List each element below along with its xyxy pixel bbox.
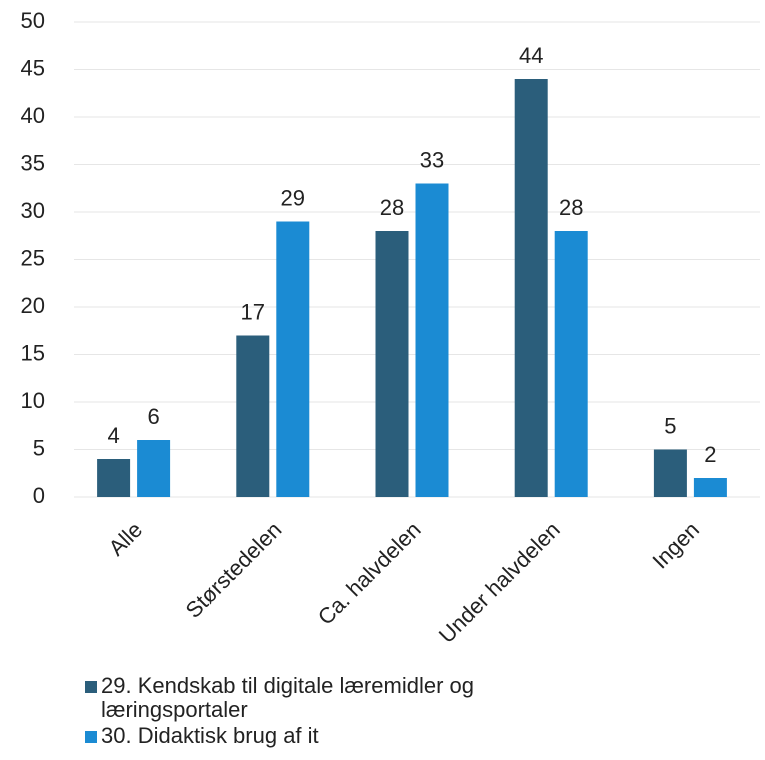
data-label: 2 (704, 442, 716, 467)
y-tick-label: 40 (21, 103, 45, 128)
x-tick-label: Under halvdelen (434, 517, 565, 648)
y-tick-label: 15 (21, 340, 45, 365)
data-label: 28 (380, 195, 404, 220)
bar (375, 231, 409, 497)
bar (653, 449, 687, 497)
legend-entry: 30. Didaktisk brug af it (85, 724, 585, 748)
x-tick-label: Ca. halvdelen (313, 517, 426, 630)
y-tick-label: 10 (21, 388, 45, 413)
x-tick-label: Ingen (647, 517, 704, 574)
data-label: 28 (559, 195, 583, 220)
legend-label: 30. Didaktisk brug af it (101, 723, 319, 748)
bar (276, 221, 310, 497)
data-label: 33 (420, 147, 444, 172)
bar (554, 231, 588, 497)
bar (415, 183, 449, 497)
legend-label: 29. Kendskab til digitale læremidler og … (101, 673, 474, 722)
data-label: 17 (241, 299, 265, 324)
y-tick-label: 25 (21, 245, 45, 270)
y-tick-label: 5 (33, 435, 45, 460)
x-tick-label: Alle (104, 517, 148, 561)
legend-swatch (85, 681, 97, 693)
data-label: 6 (147, 404, 159, 429)
legend-swatch (85, 731, 97, 743)
y-tick-label: 50 (21, 8, 45, 33)
data-label: 44 (519, 43, 543, 68)
bar (693, 478, 727, 497)
data-label: 29 (281, 185, 305, 210)
bar (137, 440, 171, 497)
y-tick-label: 0 (33, 483, 45, 508)
bar (514, 79, 548, 497)
y-tick-label: 35 (21, 150, 45, 175)
legend: 29. Kendskab til digitale læremidler og … (85, 674, 585, 750)
x-tick-label: Størstedelen (181, 517, 287, 623)
data-label: 4 (107, 423, 119, 448)
y-tick-label: 30 (21, 198, 45, 223)
y-tick-label: 45 (21, 55, 45, 80)
legend-entry: 29. Kendskab til digitale læremidler og … (85, 674, 585, 722)
bar (236, 335, 270, 497)
y-tick-label: 20 (21, 293, 45, 318)
bar (97, 459, 131, 497)
data-label: 5 (664, 413, 676, 438)
